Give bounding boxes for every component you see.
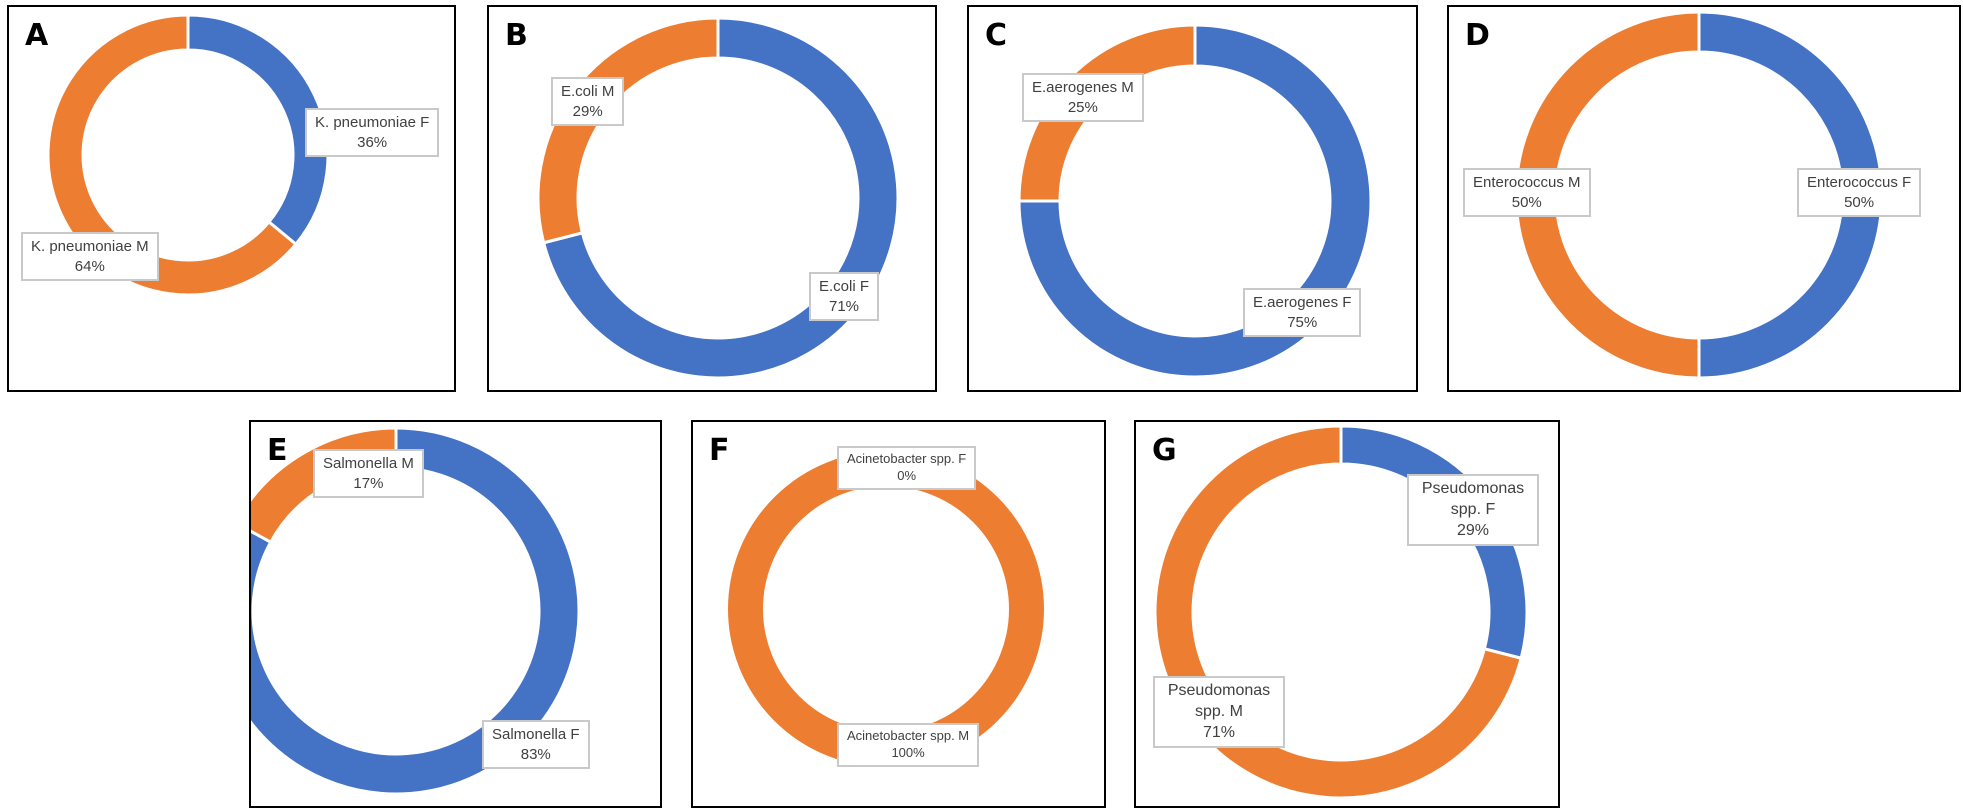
slice-percent: 50% — [1844, 193, 1875, 211]
slice-percent: 100% — [891, 744, 925, 760]
data-label-f: Pseudomonas spp. F 29% — [1407, 474, 1539, 547]
slice-name: E.aerogenes F — [1253, 294, 1352, 311]
panel-letter: G — [1152, 433, 1177, 468]
panel-f: F Acinetobacter spp. F 0% Acinetobacter … — [691, 420, 1106, 808]
slice-percent: 83% — [520, 745, 551, 763]
slice-name: Acinetobacter spp. F — [847, 451, 967, 466]
data-label-m: K. pneumoniae M 64% — [21, 232, 159, 281]
panel-e: E Salmonella M 17% Salmonella F 83% — [249, 420, 662, 808]
slice-name: Salmonella F — [492, 726, 580, 743]
donut-slice-f — [186, 13, 330, 247]
data-label-f: E.aerogenes F 75% — [1243, 288, 1362, 337]
slice-name: E.aerogenes M — [1032, 79, 1134, 96]
data-label-f: E.coli F 71% — [809, 272, 880, 321]
data-label-m: Enterococcus M 50% — [1463, 168, 1591, 217]
slice-percent: 64% — [74, 257, 105, 275]
panel-letter: D — [1465, 18, 1490, 53]
panel-letter: F — [709, 433, 730, 468]
slice-name: E.coli M — [561, 83, 615, 100]
slice-name: Pseudomonas spp. M — [1167, 682, 1271, 720]
slice-percent: 17% — [353, 474, 384, 492]
data-label-f: Salmonella F 83% — [482, 720, 590, 769]
slice-percent: 50% — [1511, 193, 1542, 211]
slice-name: Enterococcus M — [1473, 174, 1581, 191]
data-label-f: Enterococcus F 50% — [1797, 168, 1922, 217]
donut-slice-m — [536, 16, 720, 245]
slice-name: E.coli F — [819, 278, 870, 295]
slice-percent: 36% — [357, 133, 388, 151]
donut-slice-m — [1153, 424, 1523, 800]
slice-name: Acinetobacter spp. M — [847, 728, 970, 743]
donut-chart-a — [46, 13, 330, 297]
data-label-m: E.aerogenes M 25% — [1022, 73, 1144, 122]
slice-percent: 71% — [1202, 723, 1236, 741]
donut-chart-d — [1514, 10, 1884, 380]
slice-name: Salmonella M — [323, 455, 414, 472]
data-label-m: Pseudomonas spp. M 71% — [1153, 676, 1285, 749]
slice-name: K. pneumoniae F — [315, 114, 430, 131]
slice-name: K. pneumoniae M — [31, 238, 149, 255]
data-label-f: K. pneumoniae F 36% — [305, 108, 440, 157]
panel-letter: B — [505, 18, 528, 53]
donut-slice-f — [541, 16, 900, 380]
panel-g: G Pseudomonas spp. F 29% Pseudomonas spp… — [1134, 420, 1560, 808]
data-label-f: Acinetobacter spp. F 0% — [837, 446, 977, 490]
slice-name: Pseudomonas spp. F — [1421, 480, 1525, 518]
slice-percent: 0% — [897, 467, 917, 483]
panel-letter: E — [267, 433, 288, 468]
donut-slice-f — [1697, 10, 1884, 380]
panel-a: A K. pneumoniae F 36% K. pneumoniae M 64… — [7, 5, 456, 392]
donut-slice-f — [251, 426, 581, 796]
data-label-m: Acinetobacter spp. M 100% — [837, 723, 980, 767]
panel-d: D Enterococcus M 50% Enterococcus F 50% — [1447, 5, 1961, 392]
donut-slice-m — [728, 451, 1044, 767]
data-label-m: E.coli M 29% — [551, 77, 625, 126]
slice-percent: 75% — [1287, 313, 1318, 331]
slice-name: Enterococcus F — [1807, 174, 1912, 191]
panel-letter: A — [25, 18, 49, 53]
donut-slice-f — [1017, 23, 1373, 379]
slice-percent: 29% — [572, 102, 603, 120]
panel-c: C E.aerogenes M 25% E.aerogenes F 75% — [967, 5, 1418, 392]
panel-letter: C — [985, 18, 1008, 53]
slice-percent: 29% — [1456, 521, 1490, 539]
donut-chart-b — [536, 16, 900, 380]
panel-b: B E.coli M 29% E.coli F 71% — [487, 5, 937, 392]
slice-percent: 25% — [1067, 98, 1098, 116]
data-label-m: Salmonella M 17% — [313, 449, 424, 498]
slice-percent: 71% — [828, 297, 860, 315]
donut-slice-m — [1514, 10, 1701, 380]
